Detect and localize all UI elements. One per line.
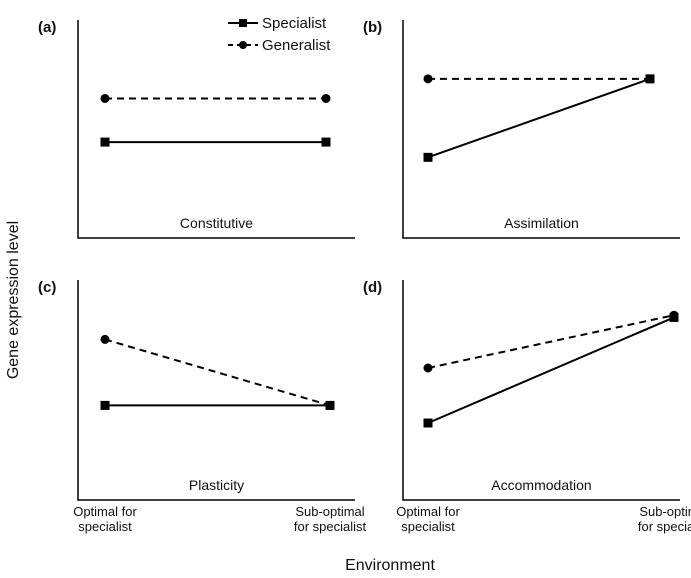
- x-tick-label: Optimal for specialist: [396, 504, 460, 534]
- series-line: [104, 338, 331, 407]
- panel-annotation: Accommodation: [491, 477, 591, 493]
- marker-square: [100, 400, 110, 410]
- x-tick-label-text: Sub-optimal for specialist: [637, 504, 691, 534]
- series-line: [427, 314, 675, 369]
- y-axis-label: Gene expression level: [5, 221, 22, 379]
- marker-circle: [645, 74, 655, 84]
- legend-marker: [239, 41, 247, 49]
- panel-annotation: Assimilation: [504, 215, 579, 231]
- panel-annotation: Plasticity: [189, 477, 244, 493]
- panel-label: (d): [363, 279, 382, 296]
- marker-square: [423, 418, 433, 428]
- series-line: [427, 316, 675, 424]
- legend-label: Generalist: [262, 37, 331, 54]
- marker-circle: [321, 93, 331, 103]
- x-tick-label-text: Optimal for specialist: [73, 504, 137, 534]
- panel-label: (c): [38, 279, 56, 296]
- series-line: [427, 77, 651, 159]
- marker-circle: [325, 400, 335, 410]
- legend-label: Specialist: [262, 15, 327, 32]
- marker-square: [321, 137, 331, 147]
- axes: [402, 20, 680, 239]
- marker-circle: [669, 310, 679, 320]
- marker-circle: [100, 93, 110, 103]
- x-tick-label-text: Sub-optimal for specialist: [293, 504, 367, 534]
- marker-square: [423, 152, 433, 162]
- axes: [402, 280, 680, 501]
- panel-label: (a): [38, 19, 56, 36]
- x-tick-label: Sub-optimal for specialist: [637, 504, 691, 534]
- x-axis-label: Environment: [345, 557, 435, 574]
- panel-label: (b): [363, 19, 382, 36]
- marker-circle: [423, 363, 433, 373]
- x-tick-label: Sub-optimal for specialist: [293, 504, 367, 534]
- panel-annotation: Constitutive: [180, 215, 253, 231]
- x-tick-label: Optimal for specialist: [73, 504, 137, 534]
- axes: [77, 20, 355, 239]
- marker-circle: [100, 334, 110, 344]
- axes: [77, 280, 355, 501]
- legend-marker: [239, 19, 247, 27]
- marker-circle: [423, 74, 433, 84]
- x-tick-label-text: Optimal for specialist: [396, 504, 460, 534]
- marker-square: [100, 137, 110, 147]
